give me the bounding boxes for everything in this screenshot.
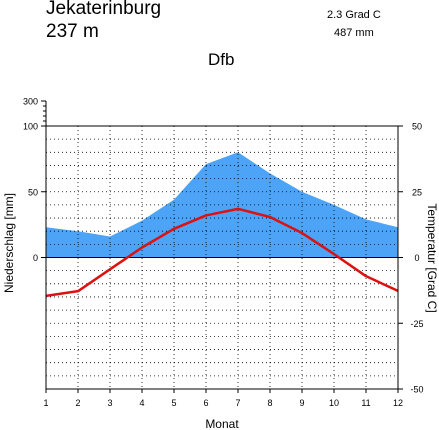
x-tick-label: 5 [171, 398, 176, 408]
x-tick-label: 6 [203, 398, 208, 408]
left-tick-label: 0 [33, 253, 38, 263]
right-tick-label: -25 [410, 319, 423, 329]
mean-temperature: 2.3 Grad C [327, 9, 381, 21]
x-tick-label: 7 [235, 398, 240, 408]
right-tick-label: 50 [412, 122, 422, 132]
x-tick-label: 1 [43, 398, 48, 408]
left-tick-label: 50 [28, 187, 38, 197]
right-tick-label: -50 [410, 385, 423, 395]
station-name: Jekaterinburg [46, 0, 162, 19]
x-tick-label: 11 [361, 398, 370, 408]
x-tick-label: 9 [299, 398, 304, 408]
x-axis-label: Monat [205, 417, 239, 430]
x-tick-label: 4 [139, 398, 144, 408]
climate-class: Dfb [208, 50, 235, 69]
left-axis-label: Niederschlag [mm] [2, 193, 16, 293]
x-tick-label: 12 [393, 398, 403, 408]
x-tick-label: 8 [267, 398, 272, 408]
left-tick-label: 100 [23, 122, 38, 132]
temperature-line [45, 207, 399, 298]
x-tick-label: 10 [329, 398, 339, 408]
right-tick-label: 25 [412, 187, 422, 197]
right-axis-label: Temperatur [Grad C] [425, 203, 439, 312]
station-elevation: 237 m [46, 21, 99, 42]
annual-precipitation: 487 mm [334, 27, 374, 39]
x-tick-label: 3 [107, 398, 112, 408]
x-tick-label: 2 [75, 398, 80, 408]
right-tick-label: 0 [414, 253, 419, 263]
left-tick-label: 300 [23, 97, 38, 107]
